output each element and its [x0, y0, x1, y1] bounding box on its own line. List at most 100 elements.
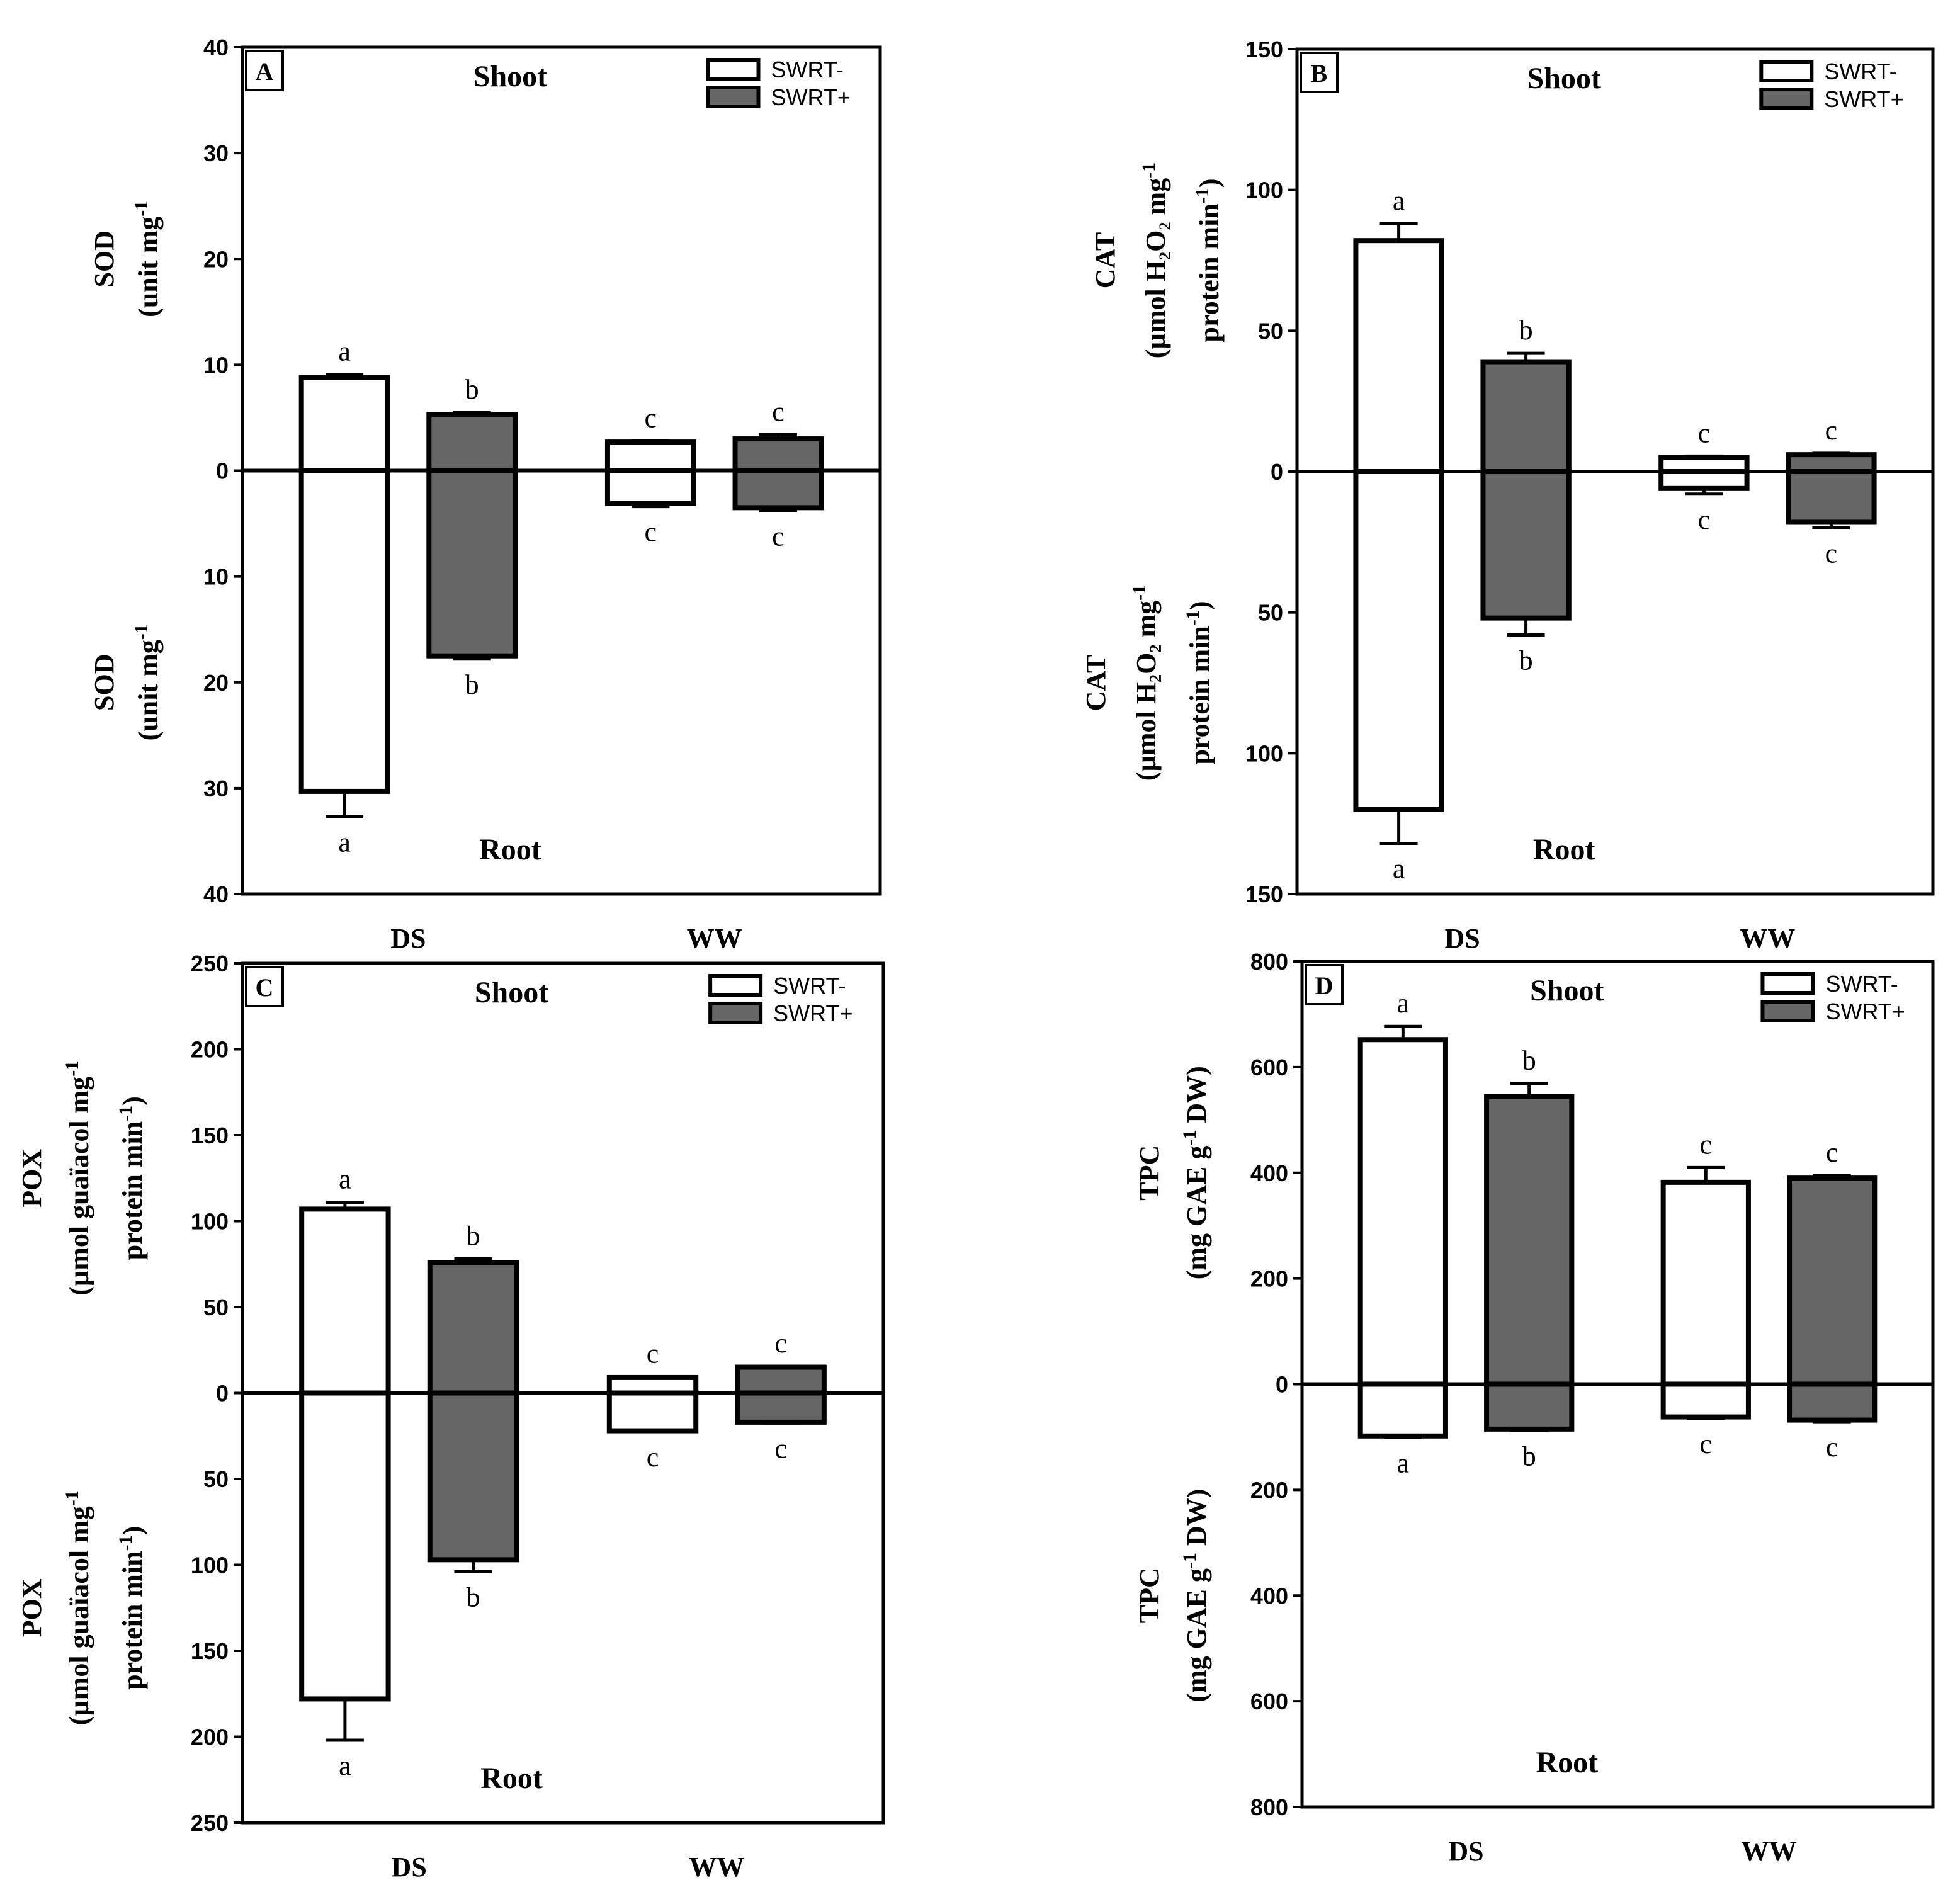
shoot-title: Shoot — [475, 976, 548, 1009]
y-tick-label: 400 — [1250, 1583, 1288, 1609]
y-axis-label-line: SOD — [89, 230, 120, 287]
legend-swatch-swrt-plus — [706, 86, 761, 108]
bar-root-swrt-ds — [299, 1390, 391, 1702]
y-tick-label: 150 — [1245, 881, 1283, 907]
sig-letter-shoot: b — [466, 1221, 480, 1252]
y-axis-label-shoot: SOD (unit mg-1 — [89, 201, 164, 317]
label-text: (mg GAE g — [1181, 1146, 1212, 1280]
legend-label-swrt-plus: SWRT+ — [771, 84, 850, 110]
sig-letter-root: b — [1522, 1441, 1536, 1471]
sig-letter-root: a — [1397, 1447, 1410, 1478]
y-axis-label-shoot: CAT (µmol H₂O₂ mg-1 protein min-1) — [1090, 162, 1225, 358]
panel-label-box — [245, 50, 284, 91]
superscript: -1 — [131, 624, 152, 640]
y-axis-label-line: (µmol guaïacol mg-1 — [62, 1490, 95, 1725]
legend-swatch-swrt-plus — [708, 1002, 763, 1024]
sig-letter-root: a — [1393, 853, 1405, 884]
category-label-ds: DS — [392, 1852, 427, 1880]
superscript: -1 — [115, 1535, 136, 1551]
label-text: POX — [16, 1149, 47, 1208]
y-axis-label-root: POX (µmol guaïacol mg-1 protein min-1) — [16, 1490, 148, 1725]
sig-letter-shoot: b — [1519, 315, 1533, 346]
y-tick-label: 200 — [191, 1724, 229, 1750]
bar-shoot-swrt-ds — [298, 375, 390, 473]
superscript: -1 — [1182, 610, 1203, 626]
bar-shoot-swrt-ww — [1786, 452, 1877, 474]
legend-label-swrt-minus: SWRT- — [1825, 971, 1898, 997]
superscript: -1 — [62, 1490, 82, 1506]
y-axis-label-root: TPC (mg GAE g-1 DW) — [1134, 1489, 1212, 1702]
bar-shoot-swrt-ds — [299, 1206, 391, 1396]
y-axis-label-shoot: TPC (mg GAE g-1 DW) — [1134, 1066, 1212, 1279]
y-axis-label-line: protein min-1) — [1192, 178, 1225, 342]
y-axis-label-line: POX — [16, 1578, 47, 1637]
bar-shoot-swrt-ww — [732, 436, 824, 473]
sig-letter-shoot: a — [1393, 185, 1405, 216]
y-axis-label-line: (µmol H₂O₂ mg-1 — [1138, 162, 1172, 358]
bar-root-swrt-ds — [1353, 469, 1444, 812]
y-axis-label-line: (mg GAE g-1 DW) — [1179, 1066, 1213, 1279]
y-axis-label-line: CAT — [1090, 232, 1121, 289]
bar-shoot-swrt-ww — [604, 439, 696, 473]
label-text: CAT — [1080, 655, 1111, 711]
y-tick-label: 0 — [1276, 1372, 1288, 1398]
category-label-ww: WW — [1740, 923, 1795, 954]
y-tick-label: 30 — [203, 140, 229, 166]
legend-swatch-swrt-minus — [1759, 60, 1814, 82]
y-tick-label: 50 — [203, 1294, 229, 1320]
sig-letter-root: b — [1519, 645, 1533, 676]
bar-root-swrt-ww — [604, 468, 696, 506]
y-axis-label-line: (µmol H₂O₂ mg-1 — [1129, 585, 1162, 781]
legend-swatch-swrt-minus — [1760, 972, 1815, 995]
bar-shoot-swrt-ww — [735, 1364, 827, 1396]
y-axis-label-line: TPC — [1134, 1145, 1165, 1201]
sig-letter-shoot: b — [465, 374, 479, 405]
sig-letter-root: c — [774, 1433, 787, 1464]
sig-letter-root: a — [339, 1750, 351, 1781]
y-axis-label-line: protein min-1) — [115, 1096, 149, 1260]
bar-shoot-swrt-ds — [1480, 359, 1572, 474]
sig-letter-root: b — [466, 1582, 480, 1612]
superscript: -1 — [1129, 585, 1150, 601]
label-text: ) — [117, 1096, 148, 1106]
sig-letter-shoot: c — [1700, 1129, 1713, 1160]
y-tick-label: 50 — [203, 1466, 229, 1492]
label-text: (µmol H₂O₂ mg — [1131, 601, 1162, 781]
label-text: SOD — [89, 230, 120, 287]
legend-label-swrt-minus: SWRT- — [771, 57, 843, 82]
bar-root-swrt-ww — [1786, 469, 1877, 525]
y-tick-label: 10 — [203, 564, 229, 590]
label-text: (unit mg — [133, 217, 164, 317]
label-text: (mg GAE g — [1181, 1568, 1212, 1702]
legend-swatch-swrt-minus — [708, 974, 763, 997]
label-text: protein min — [117, 1121, 148, 1260]
panel-label-box — [1300, 52, 1339, 93]
y-axis-label-line: protein min-1) — [115, 1526, 149, 1690]
sig-letter-root: c — [647, 1442, 659, 1473]
bar-root-swrt-ww — [606, 1390, 699, 1434]
label-text: TPC — [1134, 1145, 1165, 1201]
y-tick-label: 50 — [1258, 318, 1283, 344]
bar-shoot-swrt-ds — [1484, 1094, 1575, 1387]
y-tick-label: 150 — [191, 1123, 229, 1148]
y-tick-label: 100 — [1245, 178, 1283, 203]
y-tick-label: 40 — [203, 35, 229, 60]
bar-shoot-swrt-ds — [1353, 238, 1444, 474]
bar-root-swrt-ds — [427, 1390, 519, 1563]
y-axis-label-line: (unit mg-1 — [131, 624, 164, 740]
root-title: Root — [1536, 1746, 1599, 1779]
label-text: TPC — [1134, 1568, 1165, 1623]
bar-root-swrt-ds — [298, 468, 390, 794]
superscript: -1 — [1138, 162, 1159, 178]
panel-a: 40 30 20 10 0 10 20 30 40 A Shoot Root SWRT-SWRT+ DS a… — [89, 35, 882, 954]
y-tick-label: 0 — [1271, 459, 1283, 485]
label-text: (unit mg — [133, 640, 164, 740]
label-text: DW) — [1181, 1489, 1212, 1553]
label-text: ) — [117, 1526, 148, 1536]
sig-letter-shoot: c — [1698, 417, 1711, 448]
category-label-ds: DS — [1448, 1836, 1483, 1867]
bar-root-swrt-ww — [1658, 469, 1750, 491]
sig-letter-shoot: c — [774, 1328, 787, 1359]
